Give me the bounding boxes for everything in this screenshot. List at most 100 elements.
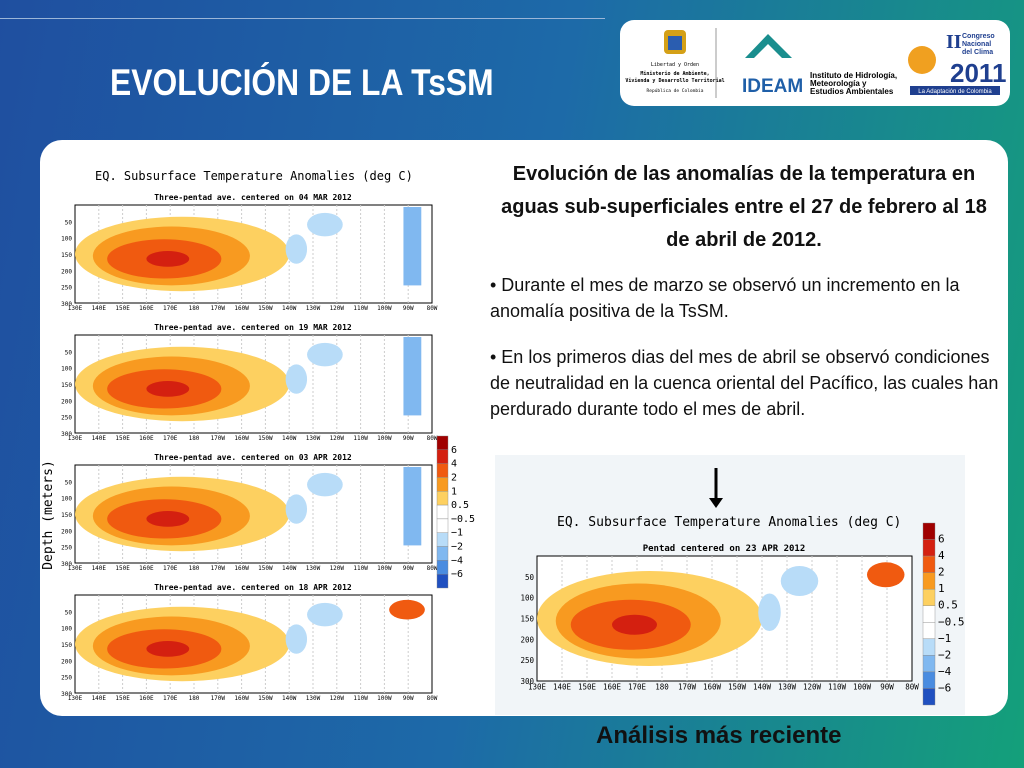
x-tick-label: 130E bbox=[528, 683, 547, 692]
y-tick-label: 300 bbox=[61, 561, 72, 568]
x-tick-label: 130W bbox=[778, 683, 797, 692]
colorbar-swatch bbox=[922, 688, 936, 706]
y-tick-label: 150 bbox=[520, 615, 534, 624]
x-tick-label: 160E bbox=[139, 305, 154, 312]
x-tick-label: 150W bbox=[258, 305, 273, 312]
contour bbox=[307, 342, 343, 367]
x-tick-label: 80W bbox=[427, 435, 438, 442]
panel-subtitle: Three-pentad ave. centered on 04 MAR 201… bbox=[154, 193, 352, 202]
logo-text: del Clima bbox=[962, 49, 993, 56]
x-tick-label: 140W bbox=[282, 305, 297, 312]
colorbar-swatch bbox=[436, 573, 449, 589]
y-tick-label: 100 bbox=[61, 236, 72, 243]
contour bbox=[307, 602, 343, 627]
colorbar-swatch bbox=[922, 539, 936, 557]
x-tick-label: 150E bbox=[115, 565, 130, 572]
colorbar-swatch bbox=[922, 555, 936, 573]
x-tick-label: 130W bbox=[306, 305, 321, 312]
x-tick-label: 140W bbox=[282, 565, 297, 572]
shield-icon bbox=[668, 36, 682, 50]
x-tick-label: 110W bbox=[828, 683, 847, 692]
colorbar-label: 6 bbox=[938, 533, 945, 546]
colorbar-swatch bbox=[922, 588, 936, 606]
contour bbox=[285, 364, 308, 394]
arrow bbox=[709, 498, 723, 508]
x-tick-label: 170E bbox=[628, 683, 647, 692]
colorbar-swatch bbox=[922, 622, 936, 640]
x-tick-label: 140W bbox=[282, 695, 297, 702]
colorbar-label: −2 bbox=[938, 648, 951, 661]
y-tick-label: 200 bbox=[61, 528, 72, 535]
colorbar-label: −0.5 bbox=[938, 615, 965, 628]
bullet: • Durante el mes de marzo se observó un … bbox=[490, 275, 960, 321]
y-tick-label: 300 bbox=[61, 431, 72, 438]
congreso-icon bbox=[908, 46, 936, 74]
x-tick-label: 90W bbox=[403, 565, 414, 572]
colorbar-swatch bbox=[922, 638, 936, 656]
colorbar-label: 2 bbox=[451, 472, 457, 483]
y-tick-label: 300 bbox=[61, 691, 72, 698]
x-tick-label: 150E bbox=[115, 305, 130, 312]
rule bbox=[0, 18, 605, 19]
ideam-icon bbox=[745, 34, 792, 58]
colorbar-label: −6 bbox=[451, 569, 463, 580]
x-tick-label: 110W bbox=[353, 305, 368, 312]
x-tick-label: 140E bbox=[92, 435, 107, 442]
y-tick-label: 200 bbox=[520, 635, 534, 644]
logo-text: Nacional bbox=[962, 41, 991, 48]
x-tick-label: 140E bbox=[92, 565, 107, 572]
x-tick-label: 170E bbox=[163, 305, 178, 312]
x-tick-label: 150W bbox=[258, 435, 273, 442]
colorbar-label: 1 bbox=[451, 486, 457, 497]
x-tick-label: 150E bbox=[115, 695, 130, 702]
x-tick-label: 170W bbox=[211, 435, 226, 442]
contour bbox=[146, 511, 190, 527]
contour bbox=[612, 614, 657, 635]
ideam-logo: IDEAM bbox=[742, 76, 803, 97]
contour bbox=[146, 251, 190, 267]
bullet: • En los primeros dias del mes de abril … bbox=[490, 347, 999, 419]
logo-text: Estudios Ambientales bbox=[810, 87, 894, 96]
logo-text: Libertad y Orden bbox=[651, 62, 699, 68]
colorbar-label: 0.5 bbox=[451, 500, 469, 511]
logo-text: Meteorología y bbox=[810, 79, 867, 88]
contour bbox=[780, 566, 819, 596]
contour bbox=[389, 599, 425, 620]
colorbar-label: 1 bbox=[938, 582, 945, 595]
logo-text: La Adaptación de Colombia bbox=[918, 89, 992, 95]
x-tick-label: 120W bbox=[330, 305, 345, 312]
x-tick-label: 130E bbox=[68, 565, 83, 572]
colorbar-label: −4 bbox=[451, 555, 463, 566]
banner bbox=[910, 86, 1000, 95]
logo-text: Instituto de Hidrología, bbox=[810, 71, 897, 80]
y-tick-label: 250 bbox=[61, 545, 72, 552]
contour bbox=[285, 234, 308, 264]
x-tick-label: 160E bbox=[603, 683, 622, 692]
x-tick-label: 100W bbox=[377, 565, 392, 572]
x-tick-label: 150E bbox=[578, 683, 597, 692]
colorbar-swatch bbox=[436, 504, 449, 520]
x-tick-label: 170W bbox=[211, 695, 226, 702]
y-tick-label: 100 bbox=[61, 496, 72, 503]
x-tick-label: 90W bbox=[403, 435, 414, 442]
colorbar-swatch bbox=[436, 477, 449, 492]
x-tick-label: 110W bbox=[353, 565, 368, 572]
y-tick-label: 100 bbox=[61, 366, 72, 373]
y-tick-label: 250 bbox=[61, 285, 72, 292]
logo-text: 2011 bbox=[950, 58, 1006, 88]
panel-subtitle: Pentad centered on 23 APR 2012 bbox=[643, 544, 806, 554]
logo-text: Vivienda y Desarrollo Territorial bbox=[625, 78, 724, 84]
panel-subtitle: Three-pentad ave. centered on 03 APR 201… bbox=[154, 453, 352, 462]
x-tick-label: 80W bbox=[905, 683, 919, 692]
y-tick-label: 250 bbox=[61, 675, 72, 682]
contour bbox=[403, 337, 422, 416]
y-tick-label: 150 bbox=[61, 252, 72, 259]
x-tick-label: 90W bbox=[403, 695, 414, 702]
colorbar-swatch bbox=[922, 671, 936, 689]
x-tick-label: 180 bbox=[189, 565, 200, 572]
x-tick-label: 150W bbox=[258, 695, 273, 702]
y-tick-label: 100 bbox=[61, 626, 72, 633]
y-tick-label: 150 bbox=[61, 642, 72, 649]
y-tick-label: 50 bbox=[525, 573, 535, 582]
